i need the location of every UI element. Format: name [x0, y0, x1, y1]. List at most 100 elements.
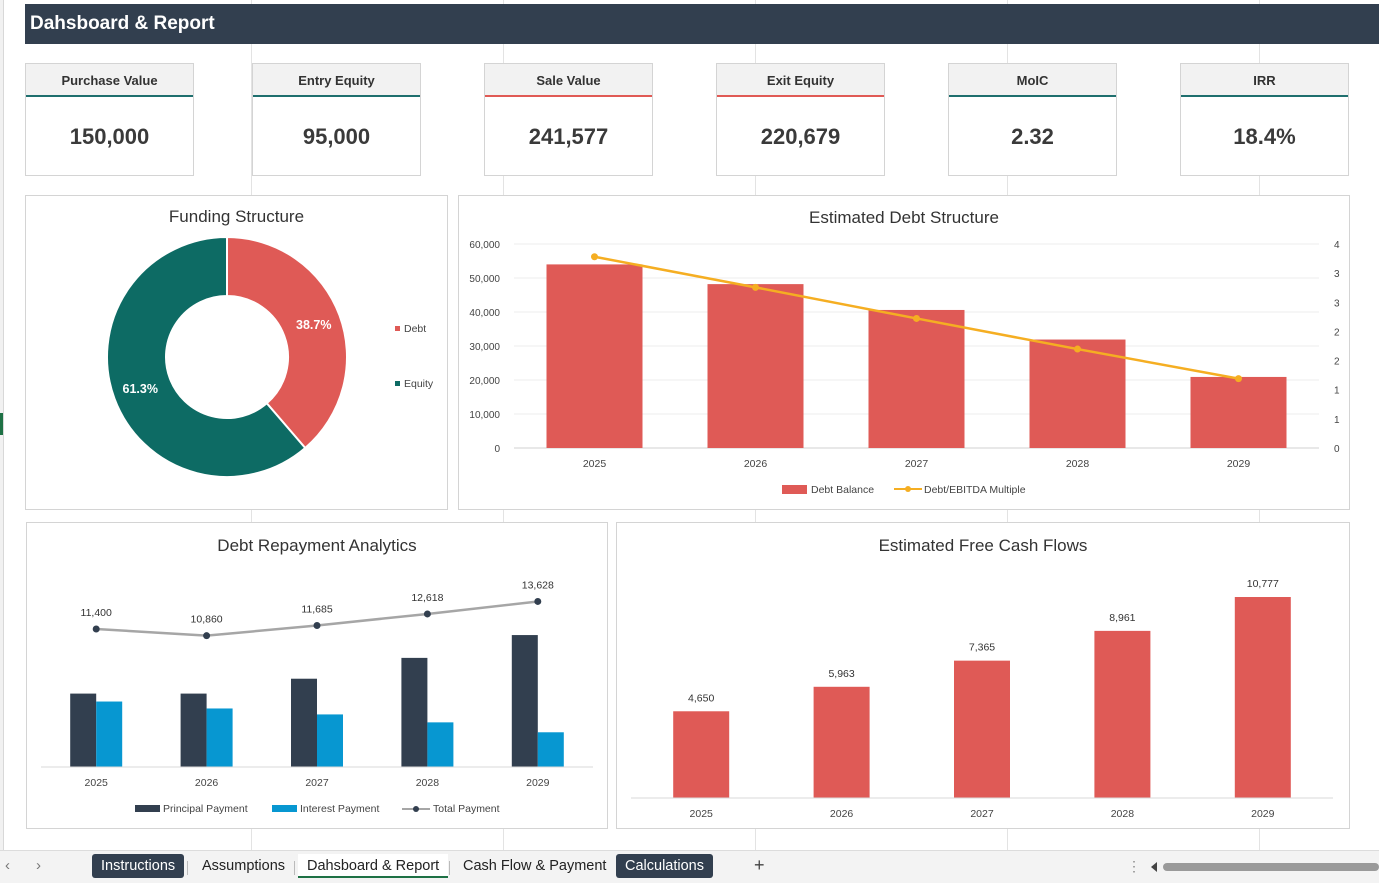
data-label-total: 12,618 — [411, 592, 443, 604]
bar-interest-payment — [206, 708, 233, 767]
bar-principal-payment — [70, 693, 97, 767]
legend-label-principal: Principal Payment — [163, 803, 248, 815]
y2-tick-label: 2 — [1334, 357, 1340, 368]
more-options-icon[interactable]: ⋮ — [1127, 858, 1141, 874]
donut-slice-debt — [226, 235, 348, 450]
tab-assumptions[interactable]: Assumptions — [202, 858, 286, 874]
legend-swatch-interest — [272, 805, 297, 812]
kpi-card-purchase-value: Purchase Value 150,000 — [25, 63, 194, 176]
data-label-fcf: 5,963 — [828, 668, 854, 680]
kpi-card-irr: IRR 18.4% — [1180, 63, 1349, 176]
bar-free-cash-flow — [1094, 630, 1151, 798]
line-point-multiple — [1235, 375, 1242, 383]
data-label-fcf: 7,365 — [969, 642, 995, 654]
y2-tick-label: 1 — [1334, 386, 1340, 397]
kpi-value: 150,000 — [69, 124, 150, 149]
bar-debt-balance — [1190, 376, 1287, 448]
x-tick-label: 2029 — [526, 777, 550, 789]
tab-calculations[interactable]: Calculations — [616, 854, 713, 878]
y-tick-label: 20,000 — [469, 376, 500, 387]
bar-interest-payment — [317, 714, 343, 767]
bar-interest-payment — [427, 722, 454, 767]
data-label-total: 13,628 — [522, 579, 554, 591]
y-tick-label: 60,000 — [469, 240, 500, 251]
y-tick-label: 10,000 — [469, 410, 500, 421]
x-tick-label: 2026 — [830, 808, 854, 820]
slice-data-label: 38.7% — [296, 318, 331, 332]
x-tick-label: 2028 — [416, 777, 440, 789]
slice-data-label: 61.3% — [123, 382, 158, 396]
y2-tick-label: 4 — [1334, 240, 1340, 251]
data-label-total: 11,685 — [301, 603, 332, 615]
y2-tick-label: 2 — [1334, 327, 1340, 338]
dashboard-header-bar: Dahsboard & Report — [25, 4, 1379, 44]
data-label-fcf: 8,961 — [1109, 612, 1135, 624]
x-tick-label: 2025 — [85, 777, 109, 789]
x-tick-label: 2026 — [744, 458, 768, 470]
tab-separator — [449, 861, 450, 875]
kpi-label: Purchase Value — [26, 64, 193, 95]
debt-structure-chart: 0 10,000 20,000 30,000 40,000 50,000 60,000 0 1… — [469, 240, 1340, 496]
funding-structure-panel[interactable]: Funding Structure 38.7% 61.3% Debt Equit… — [25, 195, 448, 510]
x-tick-label: 2027 — [305, 777, 329, 789]
debt-structure-panel[interactable]: Estimated Debt Structure 0 10,000 20,000 30… — [458, 195, 1350, 510]
line-point-total — [423, 610, 431, 618]
legend-swatch-principal — [135, 805, 160, 812]
line-point-multiple — [752, 283, 759, 291]
line-point-total — [92, 625, 100, 633]
kpi-accent-line — [949, 95, 1116, 97]
legend-marker-total — [413, 806, 419, 812]
bar-interest-payment — [537, 732, 564, 767]
bar-interest-payment — [96, 701, 123, 767]
legend-label-equity: Equity — [404, 378, 434, 390]
x-tick-label: 2028 — [1111, 808, 1135, 820]
x-tick-label: 2026 — [195, 777, 219, 789]
scroll-tabs-left-button[interactable]: ‹ — [5, 857, 10, 874]
x-tick-label: 2029 — [1227, 458, 1251, 470]
bar-debt-balance — [707, 284, 804, 448]
tab-cash-flow-payment[interactable]: Cash Flow & Payment — [463, 858, 607, 874]
bar-principal-payment — [291, 678, 317, 767]
kpi-value: 95,000 — [302, 124, 371, 149]
tab-separator — [294, 861, 295, 875]
kpi-label: Sale Value — [485, 64, 652, 95]
horizontal-scrollbar-thumb[interactable] — [1163, 863, 1379, 871]
funding-structure-chart: 38.7% 61.3% Debt Equity — [106, 235, 434, 478]
scroll-tabs-right-button[interactable]: › — [36, 857, 41, 874]
bar-principal-payment — [401, 657, 428, 767]
sheet-tab-bar: ‹ › Instructions Assumptions Dahsboard &… — [0, 850, 1379, 883]
add-sheet-button[interactable]: + — [754, 855, 765, 875]
line-point-total — [313, 621, 321, 629]
free-cash-flows-panel[interactable]: Estimated Free Cash Flows 4,650 5,963 7,36… — [616, 522, 1350, 829]
legend-swatch-equity — [395, 381, 400, 386]
legend-marker-multiple — [905, 486, 911, 492]
donut-slice-equity — [106, 235, 307, 478]
debt-repayment-chart: 11,400 10,860 11,685 12,618 13,628 2025 2026 2… — [41, 579, 593, 815]
legend-swatch-debt-balance — [782, 485, 807, 494]
kpi-card-sale-value: Sale Value 241,577 — [484, 63, 653, 176]
active-row-marker — [0, 413, 3, 435]
chart-title: Debt Repayment Analytics — [217, 536, 417, 555]
kpi-accent-line — [717, 95, 884, 97]
kpi-value: 220,679 — [760, 124, 841, 149]
x-tick-label: 2029 — [1251, 808, 1275, 820]
x-tick-label: 2025 — [690, 808, 714, 820]
chart-title: Estimated Debt Structure — [809, 208, 999, 227]
kpi-accent-line — [485, 95, 652, 97]
bar-principal-payment — [180, 693, 207, 767]
tab-instructions[interactable]: Instructions — [92, 854, 185, 878]
debt-repayment-panel[interactable]: Debt Repayment Analytics 11,400 10,860 11,… — [26, 522, 608, 829]
tab-separator — [187, 861, 188, 875]
kpi-accent-line — [26, 95, 193, 97]
kpi-value: 18.4% — [1233, 124, 1296, 149]
kpi-accent-line — [1181, 95, 1348, 97]
tab-dashboard-report[interactable]: Dahsboard & Report — [298, 854, 449, 878]
y2-tick-label: 0 — [1334, 444, 1340, 455]
kpi-value: 241,577 — [528, 124, 609, 149]
data-label-total: 11,400 — [81, 607, 112, 619]
scroll-left-arrow-icon[interactable] — [1151, 862, 1157, 872]
x-tick-label: 2028 — [1066, 458, 1090, 470]
bar-free-cash-flow — [954, 660, 1010, 798]
x-tick-label: 2027 — [905, 458, 929, 470]
kpi-label: IRR — [1181, 64, 1348, 95]
